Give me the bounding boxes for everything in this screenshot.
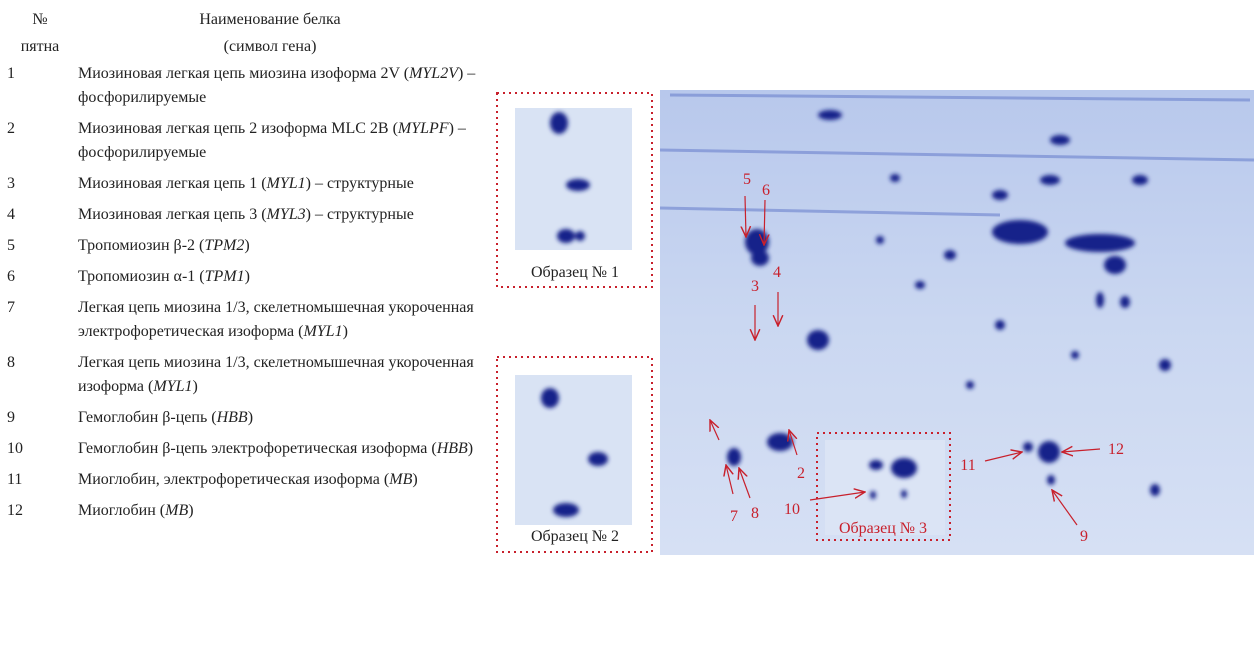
sample-label: Образец № 3 — [839, 520, 927, 537]
spot-label: 4 — [773, 264, 781, 281]
sample-label: Образец № 2 — [531, 528, 619, 545]
spot-label: 6 — [762, 182, 770, 199]
gel-inset — [515, 108, 632, 250]
sample-label: Образец № 1 — [531, 264, 619, 281]
spot-label: 8 — [751, 505, 759, 522]
spot-label: 11 — [960, 457, 975, 474]
spot-label: 12 — [1108, 441, 1124, 458]
spot-label: 3 — [751, 278, 759, 295]
spot-label: 9 — [1080, 528, 1088, 545]
page: № пятна Наименование белка (символ гена)… — [0, 0, 1254, 672]
spot-label: 7 — [730, 508, 738, 525]
gel-inset — [515, 375, 632, 525]
spot-label: 10 — [784, 501, 800, 518]
gel-figure: Образец № 1 Образец № 2 Образец № 3 2 34 56 78… — [0, 0, 1254, 672]
spot-label: 5 — [743, 171, 751, 188]
spot-label: 2 — [797, 465, 805, 482]
